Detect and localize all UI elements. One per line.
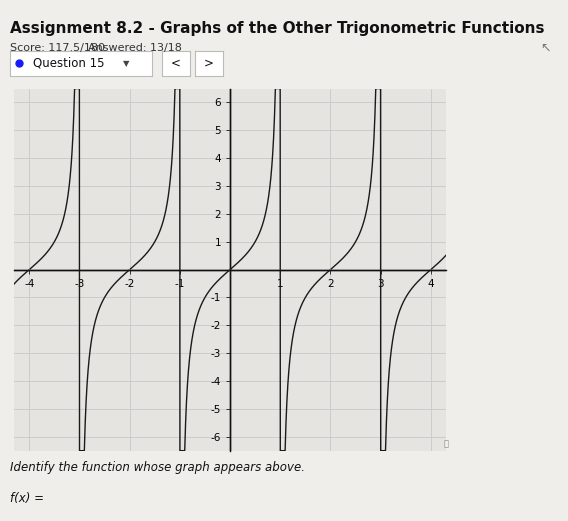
Text: ↖: ↖ [541,42,551,55]
Text: Assignment 8.2 - Graphs of the Other Trigonometric Functions: Assignment 8.2 - Graphs of the Other Tri… [10,21,545,36]
Text: 🔍: 🔍 [444,439,449,448]
Text: ▼: ▼ [123,58,130,68]
Text: Score: 117.5/180: Score: 117.5/180 [10,43,105,53]
Text: f(x) =: f(x) = [10,492,44,505]
Text: >: > [204,57,214,69]
Text: Identify the function whose graph appears above.: Identify the function whose graph appear… [10,461,305,474]
Text: <: < [171,57,181,69]
Text: Answered: 13/18: Answered: 13/18 [88,43,182,53]
Text: Question 15: Question 15 [33,57,105,69]
